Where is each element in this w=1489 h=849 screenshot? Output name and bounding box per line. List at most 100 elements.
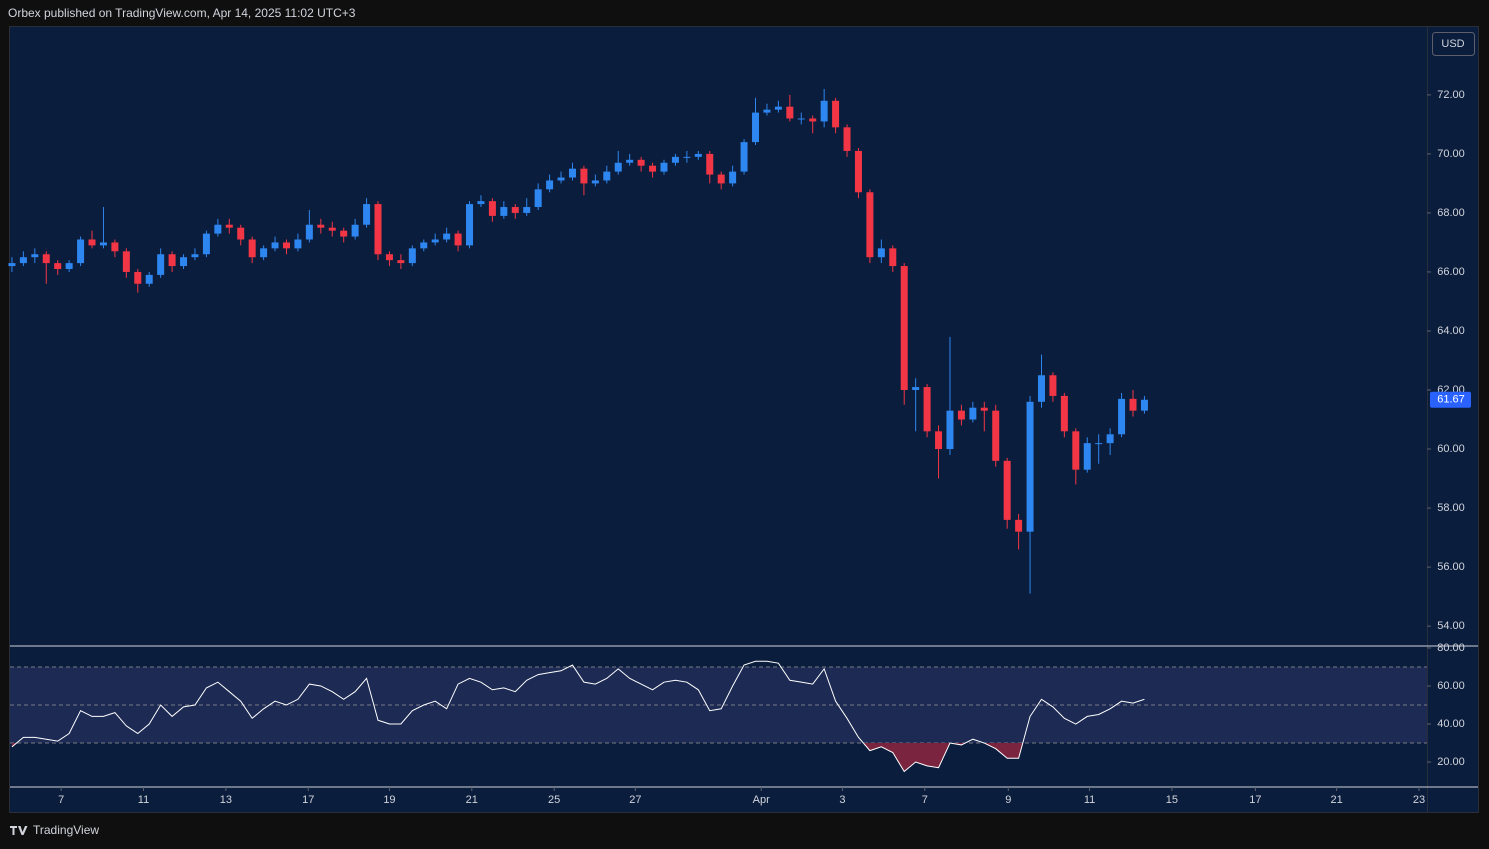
y-tick-label: 20.00 — [1437, 756, 1465, 768]
candle-body — [546, 180, 554, 190]
x-tick-label: 27 — [629, 794, 641, 806]
candle-body — [649, 165, 657, 172]
candle-body — [763, 109, 771, 113]
y-tick-label: 60.00 — [1437, 443, 1465, 455]
candle-body — [191, 254, 199, 258]
candle-body — [374, 204, 382, 255]
candle-body — [900, 266, 908, 391]
candle-body — [443, 233, 451, 240]
x-tick-label: 17 — [302, 794, 314, 806]
y-tick-label: 70.00 — [1437, 148, 1465, 160]
y-tick-label: 72.00 — [1437, 89, 1465, 101]
y-tick-label: 80.00 — [1437, 642, 1465, 654]
candle-body — [1037, 375, 1045, 402]
candle-body — [500, 207, 508, 216]
candle-body — [980, 407, 988, 411]
candle-body — [122, 251, 130, 272]
candle-body — [534, 189, 542, 208]
y-tick-label: 60.00 — [1437, 680, 1465, 692]
candle-body — [77, 239, 85, 264]
candle-body — [557, 177, 565, 181]
x-tick-label: 7 — [922, 794, 928, 806]
candle-body — [740, 142, 748, 172]
candle-body — [168, 254, 176, 267]
y-tick-label: 58.00 — [1437, 502, 1465, 514]
candle-body — [797, 118, 805, 120]
candle-body — [317, 224, 325, 228]
candle-body — [145, 274, 153, 284]
candle-body — [752, 112, 760, 143]
footer-brand: TradingView — [33, 823, 99, 837]
x-tick-label: 11 — [138, 794, 149, 806]
x-tick-label: 11 — [1084, 794, 1095, 806]
candle-body — [397, 260, 405, 264]
candle-body — [511, 207, 519, 213]
candle-body — [935, 431, 943, 450]
candle-body — [271, 242, 279, 249]
candle-body — [454, 233, 462, 246]
y-tick-label: 54.00 — [1437, 620, 1465, 632]
candle-body — [729, 171, 737, 184]
candle-body — [42, 254, 50, 264]
oversold-fill — [11, 743, 1023, 772]
candle-body — [305, 224, 313, 240]
candle-body — [957, 410, 965, 420]
x-tick-label: 13 — [220, 794, 232, 806]
rsi-line — [11, 660, 1145, 773]
candle-body — [660, 162, 668, 172]
candle-body — [580, 168, 588, 184]
candle-body — [1072, 431, 1080, 470]
x-tick-label: Apr — [753, 794, 770, 806]
x-tick-label: 23 — [1413, 794, 1425, 806]
candle-body — [31, 254, 39, 258]
candle-body — [923, 387, 931, 432]
candle-body — [340, 230, 348, 237]
candle-body — [214, 224, 222, 234]
candle-body — [157, 254, 165, 275]
candle-body — [294, 239, 302, 249]
logo-icon — [10, 826, 28, 835]
candle-body — [603, 171, 611, 181]
candle-body — [420, 242, 428, 249]
candle-body — [134, 271, 142, 284]
y-tick-label: 40.00 — [1437, 718, 1465, 730]
candle-body — [832, 100, 840, 128]
candle-body — [843, 127, 851, 151]
candle-body — [889, 248, 897, 267]
candle-body — [523, 207, 531, 213]
x-tick-label: 3 — [839, 794, 845, 806]
last-price-box — [1430, 391, 1471, 408]
candle-body — [1129, 398, 1137, 411]
publish-header: Orbex published on TradingView.com, Apr … — [8, 6, 356, 20]
candles — [8, 88, 1148, 594]
candle-body — [1060, 395, 1068, 432]
candle-body — [225, 224, 233, 228]
last-price-label: 61.67 — [1437, 394, 1465, 406]
currency-button[interactable] — [1432, 32, 1475, 56]
candle-body — [1140, 399, 1148, 411]
candle-body — [568, 168, 576, 178]
y-tick-label: 64.00 — [1437, 325, 1465, 337]
candle-body — [626, 159, 634, 163]
x-tick-label: 25 — [548, 794, 560, 806]
x-tick-label: 9 — [1005, 794, 1011, 806]
candle-body — [671, 156, 679, 163]
candle-body — [19, 257, 27, 264]
candle-body — [1106, 434, 1114, 444]
candle-body — [466, 204, 474, 246]
x-tick-label: 19 — [383, 794, 395, 806]
candle-body — [1003, 460, 1011, 520]
candle-body — [683, 156, 691, 158]
candle-body — [774, 106, 782, 110]
candle-body — [88, 239, 96, 246]
candle-body — [591, 180, 599, 184]
x-tick-label: 7 — [58, 794, 64, 806]
candle-body — [351, 224, 359, 237]
candle-body — [969, 407, 977, 420]
y-tick-label: 68.00 — [1437, 207, 1465, 219]
candle-body — [260, 248, 268, 258]
candle-body — [694, 153, 702, 157]
candle-body — [431, 239, 439, 243]
x-tick-label: 15 — [1166, 794, 1178, 806]
candle-body — [248, 239, 256, 258]
